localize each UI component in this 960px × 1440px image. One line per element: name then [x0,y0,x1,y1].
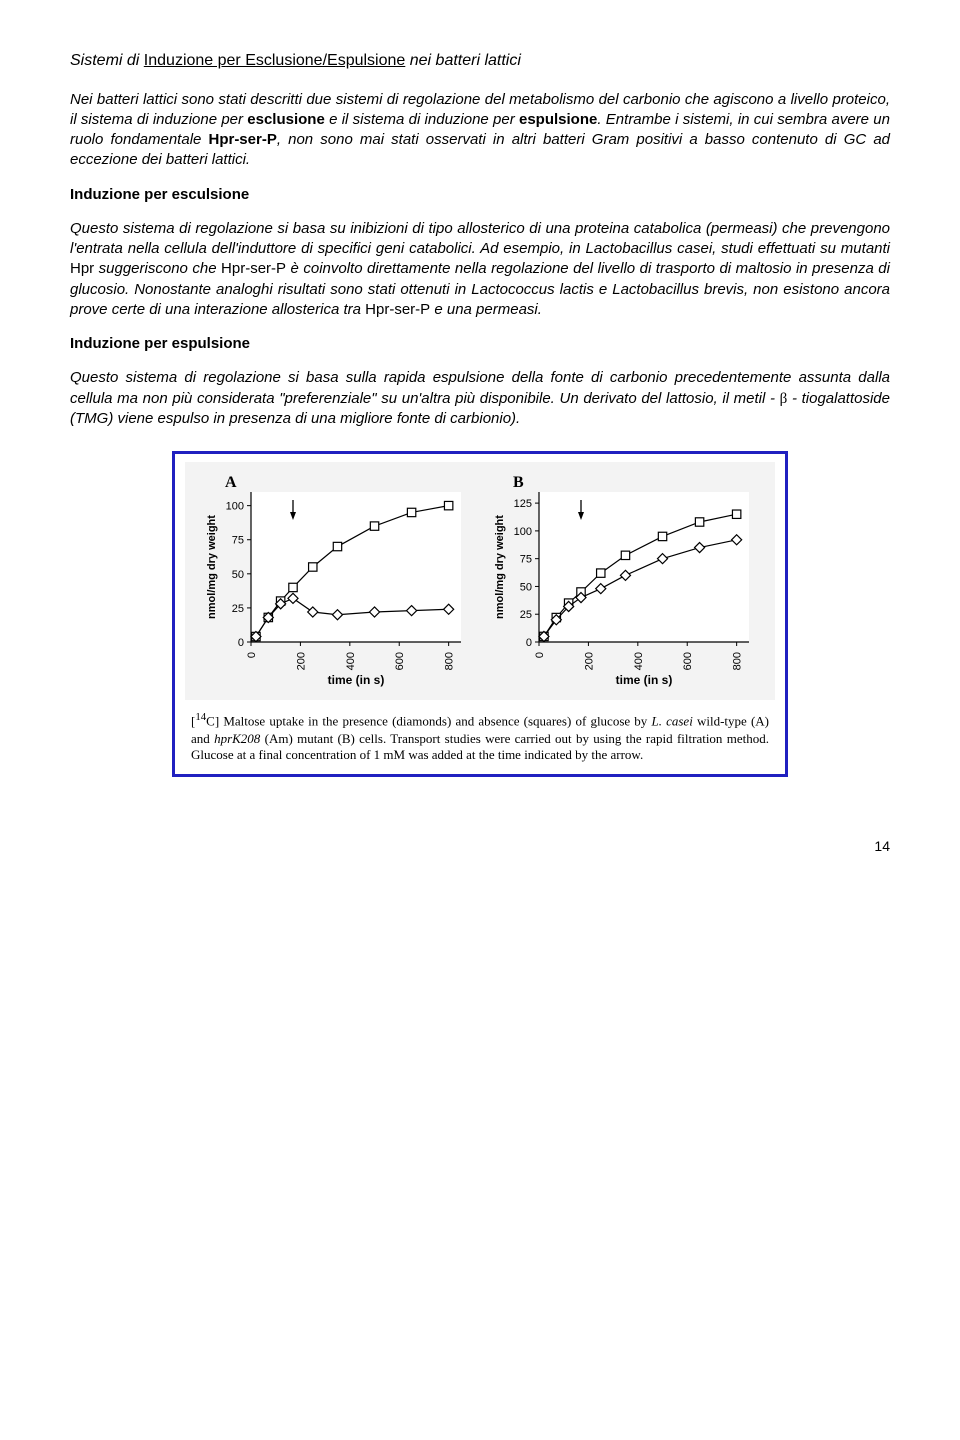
svg-text:200: 200 [583,652,595,670]
page-number: 14 [70,837,890,856]
paragraph-esclusione: Questo sistema di regolazione si basa su… [70,219,890,320]
figure-box: A 0 25 50 75 100 0 200 400 600 800 nmol/mg dry wei… [172,451,788,777]
cap-sup: 14 [195,711,206,723]
para1-t2: e il sistema di induzione per [325,111,519,128]
heading-espulsione: Induzione per espulsione [70,334,890,354]
svg-text:200: 200 [295,652,307,670]
svg-text:nmol/mg dry weight: nmol/mg dry weight [206,515,218,619]
para2-t4: e una permeasi. [430,301,542,318]
cap-t4: (Am) mutant (B) cells. Transport studies… [191,731,769,763]
paragraph-intro: Nei batteri lattici sono stati descritti… [70,90,890,171]
svg-text:100: 100 [514,526,532,538]
para1-b3: Hpr-ser-P [208,131,276,148]
cap-i1: L. casei [651,714,692,729]
svg-text:100: 100 [226,501,244,513]
figure-caption: [14C] Maltose uptake in the presence (di… [185,710,775,764]
svg-text:125: 125 [514,498,532,510]
charts-row: A 0 25 50 75 100 0 200 400 600 800 nmol/mg dry wei… [185,462,775,700]
title-part2: Induzione per Esclusione/Espulsione [144,52,406,69]
svg-text:75: 75 [232,535,244,547]
chart-a-cell: A 0 25 50 75 100 0 200 400 600 800 nmol/mg dry wei… [201,468,471,694]
para2-t2: suggeriscono che [94,260,221,277]
svg-text:50: 50 [520,582,532,594]
svg-text:75: 75 [520,554,532,566]
svg-text:25: 25 [232,603,244,615]
svg-text:time (in s): time (in s) [328,673,385,687]
svg-text:400: 400 [345,652,357,670]
chart-b-cell: B 0 25 50 75 100 125 0 200 400 600 800 nmol/mg dry … [489,468,759,694]
svg-text:600: 600 [682,652,694,670]
paragraph-espulsione: Questo sistema di regolazione si basa su… [70,368,890,429]
para3-t1: Questo sistema di regolazione si basa su… [70,369,890,406]
page-title: Sistemi di Induzione per Esclusione/Espu… [70,50,890,72]
para1-b2: espulsione [519,111,597,128]
cap-i2: hprK208 [214,731,260,746]
svg-text:25: 25 [520,609,532,621]
svg-text:50: 50 [232,569,244,581]
para2-n1: Hpr [70,260,94,277]
svg-text:600: 600 [394,652,406,670]
cap-t2: C] Maltose uptake in the presence (diamo… [206,714,651,729]
svg-text:400: 400 [633,652,645,670]
title-part1: Sistemi di [70,52,144,69]
svg-text:time (in s): time (in s) [616,673,673,687]
panel-label-b: B [513,472,524,494]
para1-b1: esclusione [247,111,325,128]
title-part3: nei batteri lattici [405,52,521,69]
svg-text:0: 0 [246,652,258,658]
svg-text:800: 800 [444,652,456,670]
svg-text:0: 0 [534,652,546,658]
panel-label-a: A [225,472,237,494]
chart-a: 0 25 50 75 100 0 200 400 600 800 nmol/mg dry weigh… [201,468,471,688]
svg-text:0: 0 [238,637,244,649]
svg-text:0: 0 [526,637,532,649]
heading-esclusione: Induzione per esculsione [70,185,890,205]
svg-text:nmol/mg dry weight: nmol/mg dry weight [494,515,506,619]
svg-text:800: 800 [732,652,744,670]
para2-t1: Questo sistema di regolazione si basa su… [70,220,890,257]
para2-n3: Hpr-ser-P [365,301,430,318]
chart-b: 0 25 50 75 100 125 0 200 400 600 800 nmol/mg dry we… [489,468,759,688]
para2-n2: Hpr-ser-P [221,260,286,277]
